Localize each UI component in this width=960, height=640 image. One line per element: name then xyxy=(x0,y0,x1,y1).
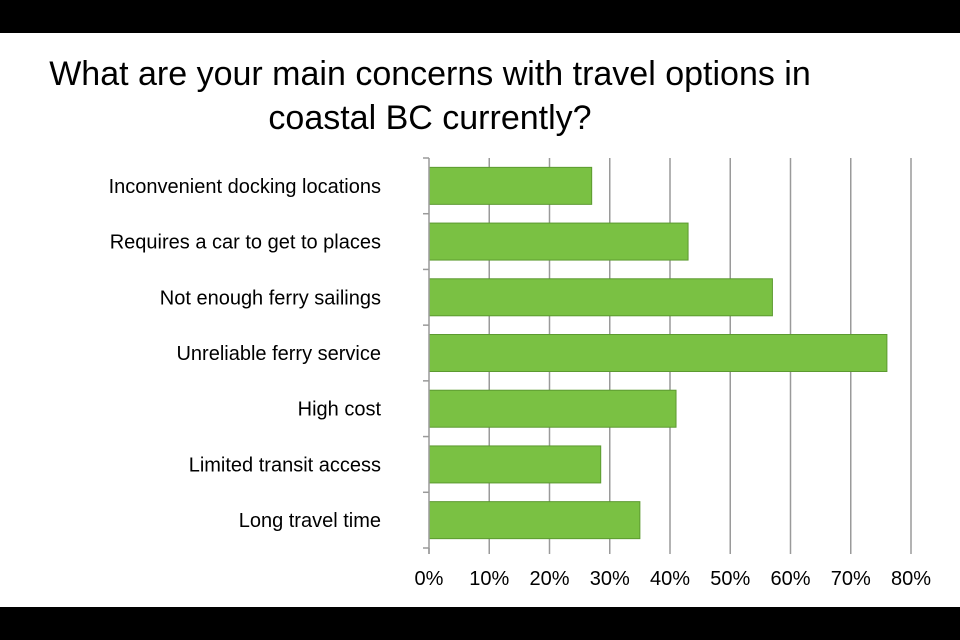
bar xyxy=(428,501,641,540)
x-tick-label: 20% xyxy=(529,568,569,590)
category-label: Requires a car to get to places xyxy=(110,232,381,254)
bar xyxy=(428,166,593,205)
category-label: Inconvenient docking locations xyxy=(109,176,381,198)
category-label: Unreliable ferry service xyxy=(176,343,381,365)
axes xyxy=(423,157,912,554)
bar xyxy=(428,445,602,484)
category-label: Limited transit access xyxy=(189,454,381,476)
x-tick-label: 10% xyxy=(469,568,509,590)
category-labels: Inconvenient docking locations Requires a… xyxy=(109,176,382,532)
x-tick-label: 50% xyxy=(710,568,750,590)
bar xyxy=(428,389,677,428)
bar xyxy=(428,334,888,372)
tick-labels: 0% 10% 20% 30% 40% 50% 60% 70% 80% xyxy=(415,568,932,590)
category-label: Not enough ferry sailings xyxy=(160,287,381,309)
x-tick-label: 60% xyxy=(770,568,810,590)
x-tick-label: 30% xyxy=(590,568,630,590)
x-tick-label: 0% xyxy=(415,568,444,590)
category-label: Long travel time xyxy=(239,510,381,532)
x-tick-label: 40% xyxy=(650,568,690,590)
bar xyxy=(428,222,689,261)
chart-title: What are your main concerns with travel … xyxy=(49,55,811,137)
x-tick-label: 70% xyxy=(831,568,871,590)
x-tick-label: 80% xyxy=(891,568,931,590)
category-label: High cost xyxy=(298,399,382,421)
bar xyxy=(428,278,773,317)
bars xyxy=(428,166,888,540)
